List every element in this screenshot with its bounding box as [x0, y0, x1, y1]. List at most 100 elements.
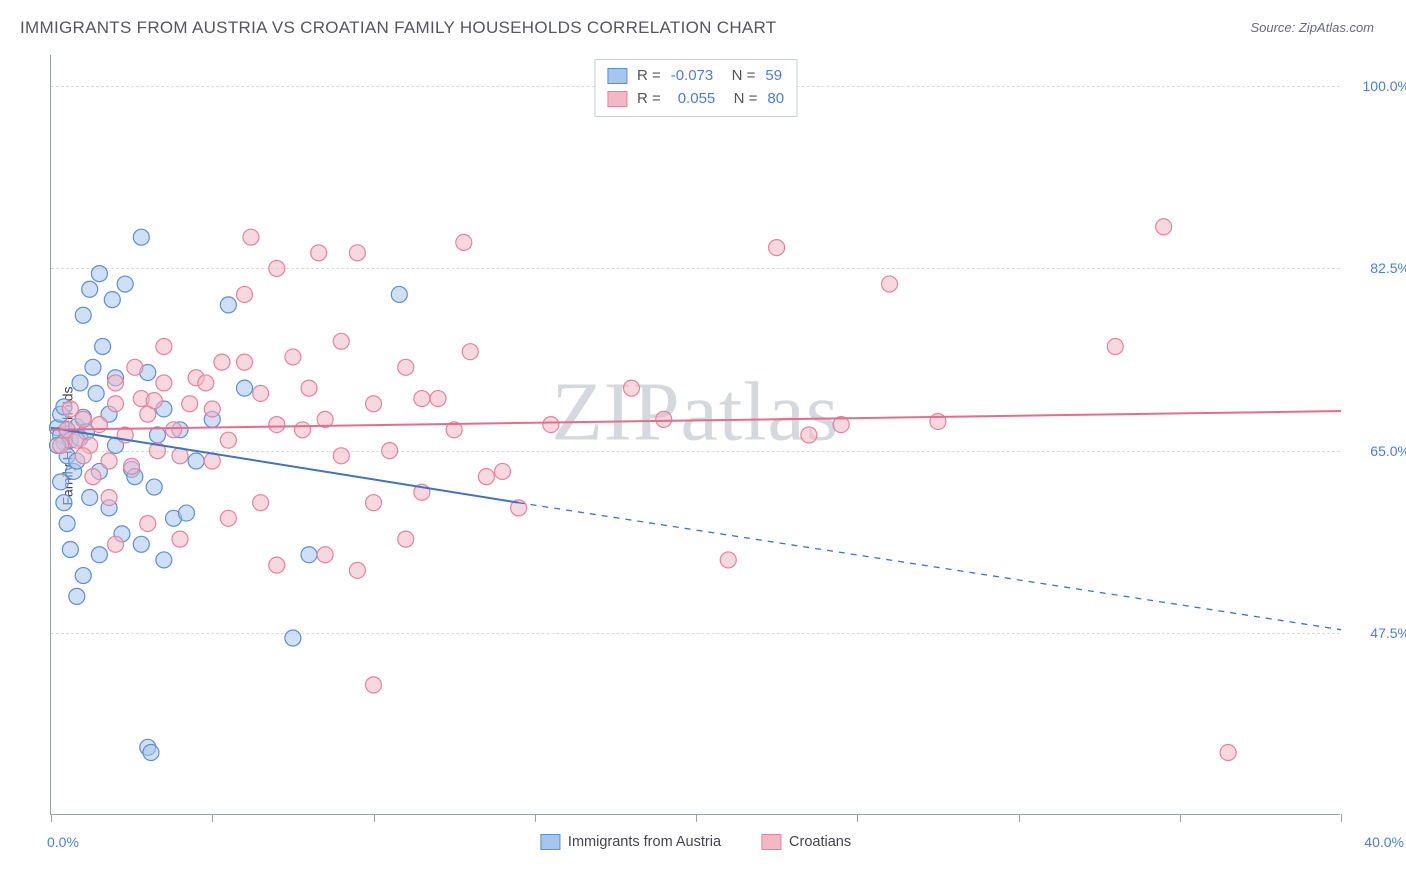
x-tick	[857, 814, 858, 822]
y-tick-label: 65.0%	[1350, 443, 1406, 459]
data-point	[311, 245, 327, 261]
data-point	[91, 417, 107, 433]
data-point	[285, 630, 301, 646]
data-point	[69, 588, 85, 604]
data-point	[75, 307, 91, 323]
data-point	[149, 427, 165, 443]
swatch-icon	[607, 68, 627, 84]
data-point	[220, 297, 236, 313]
legend-row: R = 0.055 N = 80	[607, 88, 784, 111]
data-point	[146, 479, 162, 495]
data-point	[269, 417, 285, 433]
stat-label: R =	[637, 65, 661, 88]
trend-line	[51, 411, 1341, 430]
data-point	[127, 359, 143, 375]
x-tick	[1019, 814, 1020, 822]
data-point	[178, 505, 194, 521]
data-point	[88, 385, 104, 401]
data-point	[720, 552, 736, 568]
data-point	[801, 427, 817, 443]
x-tick	[535, 814, 536, 822]
scatter-svg	[51, 55, 1340, 814]
correlation-legend: R = -0.073 N = 59 R = 0.055 N = 80	[594, 59, 797, 117]
data-point	[237, 354, 253, 370]
data-point	[237, 286, 253, 302]
data-point	[166, 422, 182, 438]
data-point	[91, 547, 107, 563]
data-point	[462, 344, 478, 360]
n-value: 59	[765, 65, 782, 88]
r-value: 0.055	[671, 88, 716, 111]
r-value: -0.073	[671, 65, 714, 88]
data-point	[95, 339, 111, 355]
x-tick	[1180, 814, 1181, 822]
data-point	[295, 422, 311, 438]
legend-item: Croatians	[761, 834, 851, 850]
data-point	[333, 333, 349, 349]
data-point	[101, 489, 117, 505]
data-point	[220, 432, 236, 448]
data-point	[769, 240, 785, 256]
data-point	[414, 391, 430, 407]
x-axis-max-label: 40.0%	[1364, 834, 1404, 850]
data-point	[285, 349, 301, 365]
data-point	[133, 536, 149, 552]
data-point	[156, 375, 172, 391]
data-point	[91, 266, 107, 282]
data-point	[269, 557, 285, 573]
trend-line	[51, 428, 519, 503]
legend-label: Immigrants from Austria	[568, 834, 721, 850]
data-point	[56, 495, 72, 511]
y-tick-label: 47.5%	[1350, 625, 1406, 641]
data-point	[53, 437, 69, 453]
swatch-icon	[761, 834, 781, 850]
data-point	[72, 375, 88, 391]
data-point	[143, 745, 159, 761]
data-point	[146, 393, 162, 409]
data-point	[156, 552, 172, 568]
data-point	[198, 375, 214, 391]
data-point	[108, 536, 124, 552]
y-tick-label: 82.5%	[1350, 260, 1406, 276]
data-point	[1107, 339, 1123, 355]
data-point	[253, 385, 269, 401]
data-point	[156, 339, 172, 355]
data-point	[124, 458, 140, 474]
x-tick	[1341, 814, 1342, 822]
plot-area: ZIPatlas 47.5%65.0%82.5%100.0% R = -0.07…	[50, 55, 1340, 815]
data-point	[237, 380, 253, 396]
data-point	[182, 396, 198, 412]
stat-label: R =	[637, 88, 661, 111]
data-point	[349, 245, 365, 261]
x-tick	[374, 814, 375, 822]
x-tick	[696, 814, 697, 822]
data-point	[204, 401, 220, 417]
data-point	[301, 547, 317, 563]
data-point	[220, 510, 236, 526]
data-point	[75, 411, 91, 427]
data-point	[82, 281, 98, 297]
data-point	[140, 515, 156, 531]
data-point	[543, 417, 559, 433]
data-point	[1220, 745, 1236, 761]
series-legend: Immigrants from Austria Croatians	[540, 834, 851, 850]
data-point	[349, 562, 365, 578]
data-point	[108, 396, 124, 412]
data-point	[391, 286, 407, 302]
data-point	[133, 229, 149, 245]
data-point	[117, 276, 133, 292]
data-point	[101, 453, 117, 469]
data-point	[366, 677, 382, 693]
data-point	[214, 354, 230, 370]
data-point	[253, 495, 269, 511]
data-point	[75, 448, 91, 464]
y-tick-label: 100.0%	[1350, 78, 1406, 94]
n-value: 80	[767, 88, 784, 111]
data-point	[495, 463, 511, 479]
x-tick	[212, 814, 213, 822]
data-point	[53, 474, 69, 490]
trend-line-extrapolated	[519, 503, 1341, 630]
data-point	[1156, 219, 1172, 235]
data-point	[430, 391, 446, 407]
legend-row: R = -0.073 N = 59	[607, 65, 784, 88]
